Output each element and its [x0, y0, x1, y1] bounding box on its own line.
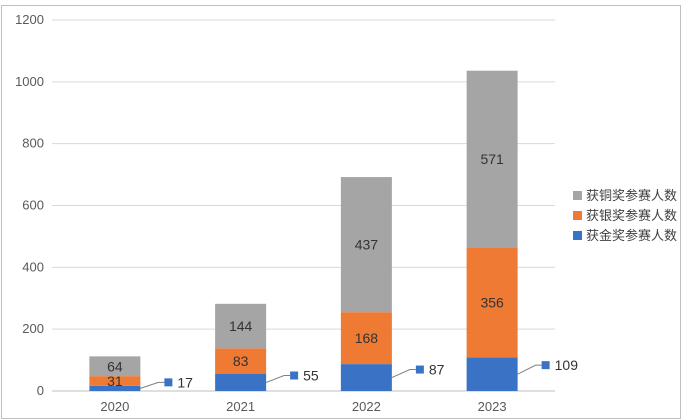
data-label-gold-2021: 55 — [303, 367, 319, 383]
bar-bronze-2023 — [466, 70, 518, 248]
bar-silver-2021 — [215, 348, 267, 374]
y-tick-label: 1000 — [15, 74, 44, 89]
y-tick-label: 800 — [22, 136, 44, 151]
leader-line-2022 — [391, 369, 416, 379]
legend-label: 获铜奖参赛人数 — [586, 188, 677, 204]
gold-marker-2020 — [164, 378, 173, 387]
x-tick-label: 2023 — [478, 399, 507, 414]
data-label-gold-2022: 87 — [429, 362, 445, 378]
leader-line-2021 — [265, 374, 291, 383]
leader-line-2020 — [140, 381, 165, 389]
legend-label: 获银奖参赛人数 — [586, 208, 677, 224]
y-tick-label: 0 — [37, 383, 44, 398]
bar-silver-2022 — [340, 312, 392, 365]
bar-gold-2021 — [215, 373, 267, 391]
gold-marker-2023 — [541, 361, 550, 370]
data-label-silver-2020: 31 — [107, 373, 123, 389]
data-label-bronze-2022: 437 — [355, 237, 379, 253]
bar-silver-2020 — [89, 376, 141, 386]
y-tick-label: 1200 — [15, 12, 44, 27]
data-label-bronze-2020: 64 — [107, 358, 123, 374]
bar-gold-2022 — [340, 364, 392, 391]
legend-swatch — [573, 191, 582, 200]
x-tick-label: 2020 — [100, 399, 129, 414]
bar-bronze-2020 — [89, 356, 141, 377]
data-label-silver-2021: 83 — [233, 353, 249, 369]
data-label-silver-2022: 168 — [355, 330, 379, 346]
bar-silver-2023 — [466, 247, 518, 358]
data-label-gold-2020: 17 — [177, 374, 193, 390]
y-tick-label: 200 — [22, 321, 44, 336]
y-tick-label: 400 — [22, 259, 44, 274]
x-tick-label: 2022 — [352, 399, 381, 414]
data-label-gold-2023: 109 — [555, 357, 579, 373]
gold-marker-2021 — [290, 371, 299, 380]
bar-gold-2020 — [89, 385, 141, 391]
legend-label: 获金奖参赛人数 — [586, 228, 677, 244]
legend-swatch — [573, 211, 582, 220]
legend-swatch — [573, 231, 582, 240]
data-label-bronze-2023: 571 — [480, 151, 504, 167]
x-tick-label: 2021 — [226, 399, 255, 414]
bar-bronze-2022 — [340, 177, 392, 313]
data-label-bronze-2021: 144 — [229, 318, 253, 334]
leader-line-2023 — [517, 364, 542, 375]
gold-marker-2022 — [415, 365, 424, 374]
data-label-silver-2023: 356 — [480, 294, 504, 310]
y-tick-label: 600 — [22, 198, 44, 213]
bar-bronze-2021 — [215, 303, 267, 349]
bar-gold-2023 — [466, 357, 518, 391]
